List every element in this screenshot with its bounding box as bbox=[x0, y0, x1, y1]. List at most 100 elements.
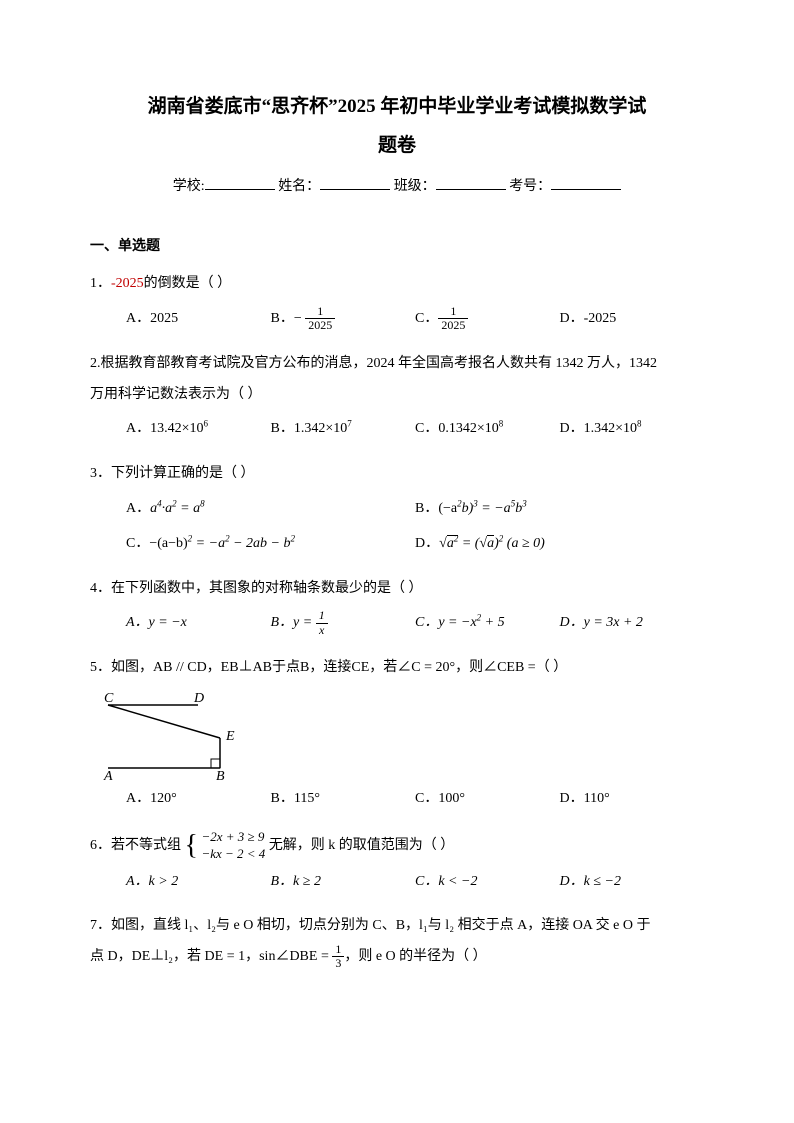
field-examno: 考号： bbox=[509, 179, 551, 194]
q3-a-eq: = a bbox=[177, 501, 200, 516]
q4-stem: 4．在下列函数中，其图象的对称轴条数最少的是（ ） bbox=[90, 574, 704, 605]
q3-opt-d: D．√a2 = (√a)2 (a ≥ 0) bbox=[415, 529, 704, 560]
title-line-1: 湖南省娄底市“思齐杯”2025 年初中毕业学业考试模拟数学试 bbox=[90, 90, 704, 124]
q2-a-txt: A．13.42×10 bbox=[126, 421, 204, 436]
q3-a-mid: ·a bbox=[162, 501, 173, 516]
q3-opt-c: C．−(a−b)2 = −a2 − 2ab − b2 bbox=[126, 529, 415, 560]
q2-c-exp: 8 bbox=[499, 419, 504, 429]
q4-opt-a: A．y = −x bbox=[126, 608, 271, 639]
q1-b-num: 1 bbox=[305, 305, 335, 319]
q3-b-mid: b) bbox=[462, 501, 474, 516]
header-fields: 学校: 姓名： 班级： 考号： bbox=[90, 175, 704, 195]
q6-opt-b: B．k ≥ 2 bbox=[271, 867, 416, 898]
q4-opt-c: C．y = −x2 + 5 bbox=[415, 608, 560, 639]
q4-opt-b: B．y = 1x bbox=[271, 608, 416, 639]
q7-line1: 7．如图，直线 l₁、l₂与 e O 相切，切点分别为 C、B，l₁与 l₂ 相… bbox=[90, 911, 704, 942]
q3-opt-b: B．(−a2b)3 = −a5b3 bbox=[415, 494, 704, 525]
q1-opt-d: D．-2025 bbox=[560, 304, 705, 335]
q3-c-pre: C．−(a−b) bbox=[126, 536, 188, 551]
q4-c-tail: + 5 bbox=[481, 615, 504, 630]
q1-opt-b: B．− 12025 bbox=[271, 304, 416, 335]
q4-opt-d: D．y = 3x + 2 bbox=[560, 608, 705, 639]
q5-figure: C D E A B bbox=[90, 690, 250, 780]
lbl-c: C bbox=[104, 691, 114, 706]
q1-num: 1． bbox=[90, 276, 111, 291]
q6-opt-c: C．k < −2 bbox=[415, 867, 560, 898]
lbl-d: D bbox=[193, 691, 204, 706]
question-7: 7．如图，直线 l₁、l₂与 e O 相切，切点分别为 C、B，l₁与 l₂ 相… bbox=[90, 911, 704, 973]
q2-opt-c: C．0.1342×108 bbox=[415, 414, 560, 445]
q6-pre: 6．若不等式组 bbox=[90, 838, 181, 853]
title-line-2: 题卷 bbox=[90, 130, 704, 157]
field-school: 学校: bbox=[173, 179, 205, 194]
q7-l2-pre: 点 D，DE⊥l₂，若 DE = 1，sin∠DBE = bbox=[90, 949, 332, 964]
q2-a-exp: 6 bbox=[204, 419, 209, 429]
q4-b-pre: B．y = bbox=[271, 615, 316, 630]
blank-name bbox=[320, 176, 390, 190]
q1-b-pre: B．− bbox=[271, 311, 306, 326]
question-2: 2.根据教育部教育考试院及官方公布的消息，2024 年全国高考报名人数共有 13… bbox=[90, 349, 704, 445]
blank-class bbox=[436, 176, 506, 190]
q4-b-d: x bbox=[316, 624, 328, 637]
q5-opt-c: C．100° bbox=[415, 784, 560, 815]
lbl-b: B bbox=[216, 769, 225, 780]
q3-c-eq: = −a bbox=[192, 536, 225, 551]
question-6: 6．若不等式组 { −2x + 3 ≥ 9 −kx − 2 < 4 无解，则 k… bbox=[90, 829, 704, 898]
q5-opt-d: D．110° bbox=[560, 784, 705, 815]
q7-l2-post: ，则 e O 的半径为（ ） bbox=[344, 949, 486, 964]
lbl-e: E bbox=[225, 729, 235, 744]
q4-b-n: 1 bbox=[316, 609, 328, 623]
q5-opt-b: B．115° bbox=[271, 784, 416, 815]
q3-opt-a: A．a4·a2 = a8 bbox=[126, 494, 415, 525]
q2-d-exp: 8 bbox=[637, 419, 642, 429]
question-4: 4．在下列函数中，其图象的对称轴条数最少的是（ ） A．y = −x B．y =… bbox=[90, 574, 704, 640]
q7-line2: 点 D，DE⊥l₂，若 DE = 1，sin∠DBE = 13，则 e O 的半… bbox=[90, 942, 704, 973]
q5-opt-a: A．120° bbox=[126, 784, 271, 815]
q3-d-pre: D． bbox=[415, 536, 439, 551]
q2-opt-b: B．1.342×107 bbox=[271, 414, 416, 445]
q6-ineq1: −2x + 3 ≥ 9 bbox=[201, 829, 265, 846]
question-1: 1．-2025的倒数是（ ） A．2025 B．− 12025 C．12025 … bbox=[90, 269, 704, 335]
q7-frac-n: 1 bbox=[332, 943, 344, 957]
q3-d-rad: a bbox=[447, 536, 454, 551]
q3-c-mid: − 2ab − b bbox=[230, 536, 291, 551]
q1-c-num: 1 bbox=[438, 305, 468, 319]
q1-c-pre: C． bbox=[415, 311, 438, 326]
question-3: 3．下列计算正确的是（ ） A．a4·a2 = a8 B．(−a2b)3 = −… bbox=[90, 459, 704, 559]
q3-d-eq: = ( bbox=[458, 536, 479, 551]
blank-school bbox=[205, 176, 275, 190]
q2-opt-a: A．13.42×106 bbox=[126, 414, 271, 445]
brace-icon: { bbox=[185, 833, 198, 858]
q3-stem: 3．下列计算正确的是（ ） bbox=[90, 459, 704, 490]
q2-opt-d: D．1.342×108 bbox=[560, 414, 705, 445]
q6-opt-a: A．k > 2 bbox=[126, 867, 271, 898]
field-class: 班级： bbox=[394, 179, 436, 194]
q6-post: 无解，则 k 的取值范围为（ ） bbox=[269, 838, 455, 853]
q5-stem: 5．如图，AB // CD，EB⊥AB于点B，连接CE，若∠C = 20°，则∠… bbox=[90, 653, 704, 684]
q2-b-txt: B．1.342×10 bbox=[271, 421, 348, 436]
q2-line1: 2.根据教育部教育考试院及官方公布的消息，2024 年全国高考报名人数共有 13… bbox=[90, 349, 704, 380]
q3-b-e4: 3 bbox=[522, 498, 527, 508]
q3-b-eq: = −a bbox=[478, 501, 511, 516]
q1-tail: 的倒数是（ ） bbox=[144, 276, 232, 291]
q2-d-txt: D．1.342×10 bbox=[560, 421, 638, 436]
q1-b-den: 2025 bbox=[305, 319, 335, 332]
field-name: 姓名： bbox=[278, 179, 320, 194]
q7-frac-d: 3 bbox=[332, 957, 344, 970]
q3-a-pre: A． bbox=[126, 501, 150, 516]
q3-a-e3: 8 bbox=[200, 498, 205, 508]
q1-opt-a: A．2025 bbox=[126, 304, 271, 335]
question-5: 5．如图，AB // CD，EB⊥AB于点B，连接CE，若∠C = 20°，则∠… bbox=[90, 653, 704, 815]
q4-c-txt: C．y = −x bbox=[415, 615, 477, 630]
blank-examno bbox=[551, 176, 621, 190]
section-1-heading: 一、单选题 bbox=[90, 235, 704, 255]
q2-c-txt: C．0.1342×10 bbox=[415, 421, 499, 436]
q1-red: -2025 bbox=[111, 276, 144, 291]
q6-opt-d: D．k ≤ −2 bbox=[560, 867, 705, 898]
q1-c-den: 2025 bbox=[438, 319, 468, 332]
q1-opt-c: C．12025 bbox=[415, 304, 560, 335]
q3-d-tail: (a ≥ 0) bbox=[503, 536, 545, 551]
q3-c-e3: 2 bbox=[290, 533, 295, 543]
q6-ineq2: −kx − 2 < 4 bbox=[201, 846, 265, 863]
lbl-a: A bbox=[103, 769, 113, 780]
